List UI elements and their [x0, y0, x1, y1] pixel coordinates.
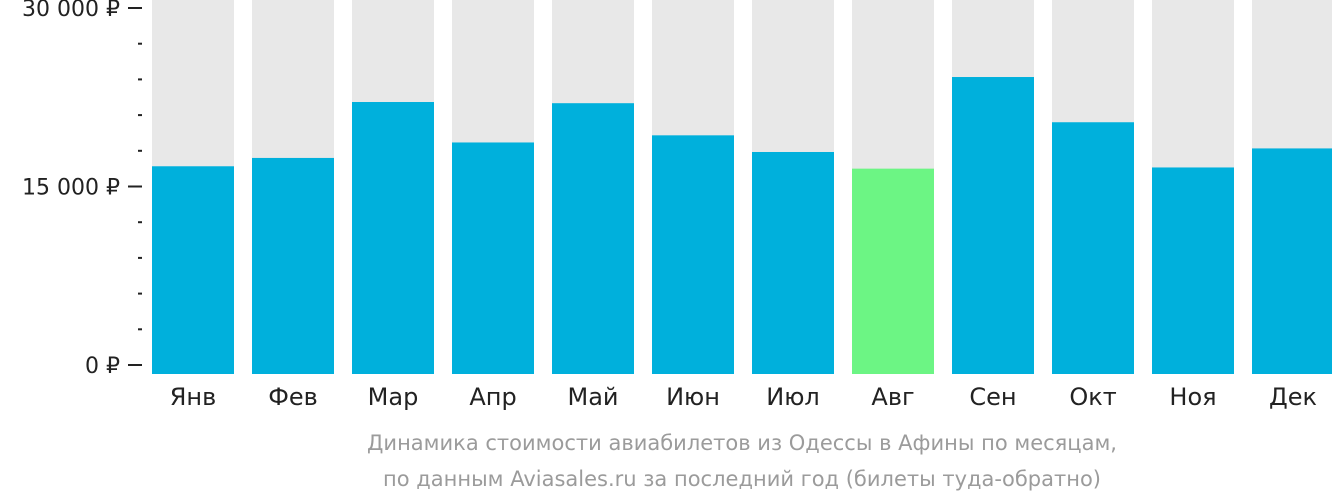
x-tick-label: Авг	[871, 383, 914, 411]
bar-4[interactable]	[452, 142, 534, 374]
x-tick-label: Сен	[969, 383, 1016, 411]
bar-7[interactable]	[752, 151, 834, 374]
bar-6[interactable]	[652, 135, 734, 374]
x-tick-label: Окт	[1069, 383, 1116, 411]
x-tick-label: Июл	[766, 383, 820, 411]
chart-caption-line-1: Динамика стоимости авиабилетов из Одессы…	[367, 431, 1117, 455]
y-axis: 0 ₽ 15 000 ₽ 30 000 ₽	[22, 0, 142, 379]
x-tick-label: Апр	[469, 383, 516, 411]
x-tick-label: Фев	[268, 383, 318, 411]
bar-10[interactable]	[1052, 122, 1134, 375]
bar-9[interactable]	[952, 77, 1034, 375]
x-tick-label: Дек	[1269, 383, 1317, 411]
x-tick-label: Янв	[170, 383, 217, 411]
y-tick-label: 30 000 ₽	[22, 0, 120, 22]
x-tick-label: Май	[567, 383, 618, 411]
bar-11[interactable]	[1152, 167, 1234, 374]
x-tick-label: Ноя	[1169, 383, 1216, 411]
chart-caption-line-2: по данным Aviasales.ru за последний год …	[383, 467, 1101, 491]
x-tick-label: Июн	[666, 383, 720, 411]
x-tick-label: Мар	[368, 383, 419, 411]
bar-8[interactable]	[852, 168, 934, 374]
bar-5[interactable]	[552, 103, 634, 374]
bar-1[interactable]	[152, 166, 234, 374]
bar-3[interactable]	[352, 102, 434, 374]
x-axis: Янв Фев Мар Апр Май Июн Июл Авг Сен Окт Ноя Дек	[170, 383, 1317, 411]
bars	[152, 0, 1332, 375]
bar-2[interactable]	[252, 157, 334, 374]
bar-12[interactable]	[1252, 148, 1332, 374]
y-tick-label: 0 ₽	[85, 354, 120, 379]
y-tick-label: 15 000 ₽	[22, 176, 120, 201]
